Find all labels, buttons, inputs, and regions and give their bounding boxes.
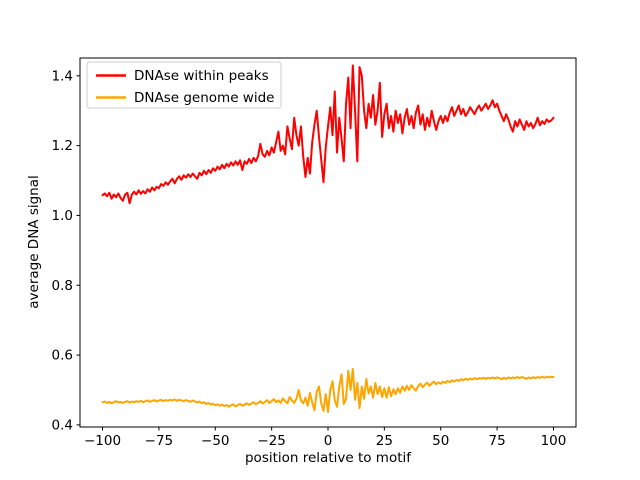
legend-box [86,61,282,109]
x-axis-label: position relative to motif [245,450,412,466]
x-tick-label: −100 [84,433,121,449]
x-tick-label: 100 [541,433,567,449]
legend-label-dnase-within-peaks: DNAse within peaks [134,68,269,84]
y-tick-label: 1.4 [52,68,73,84]
x-tick-label: −50 [201,433,230,449]
x-tick-label: −75 [145,433,174,449]
x-axis: −100 −75 −50 −25 0 25 50 75 100 [84,427,566,449]
plot-area [80,58,576,427]
y-tick-label: 1.0 [52,208,73,224]
x-tick-label: −25 [257,433,286,449]
x-tick-label: 0 [324,433,333,449]
y-tick-label: 0.4 [52,417,73,433]
y-tick-label: 1.2 [52,138,73,154]
legend: DNAse within peaks DNAse genome wide [86,61,282,109]
legend-label-dnase-genome-wide: DNAse genome wide [134,90,274,106]
y-axis-label: average DNA signal [26,175,42,309]
series-line-dnase-genome-wide [101,368,555,413]
x-tick-label: 75 [488,433,505,449]
series-line-dnase-within-peaks [101,64,555,205]
x-tick-label: 25 [376,433,393,449]
data-series-group [101,64,555,413]
y-axis: 0.4 0.6 0.8 1.0 1.2 1.4 [52,68,80,433]
x-tick-label: 50 [432,433,449,449]
y-tick-label: 0.8 [52,278,73,294]
y-tick-label: 0.6 [52,348,73,364]
